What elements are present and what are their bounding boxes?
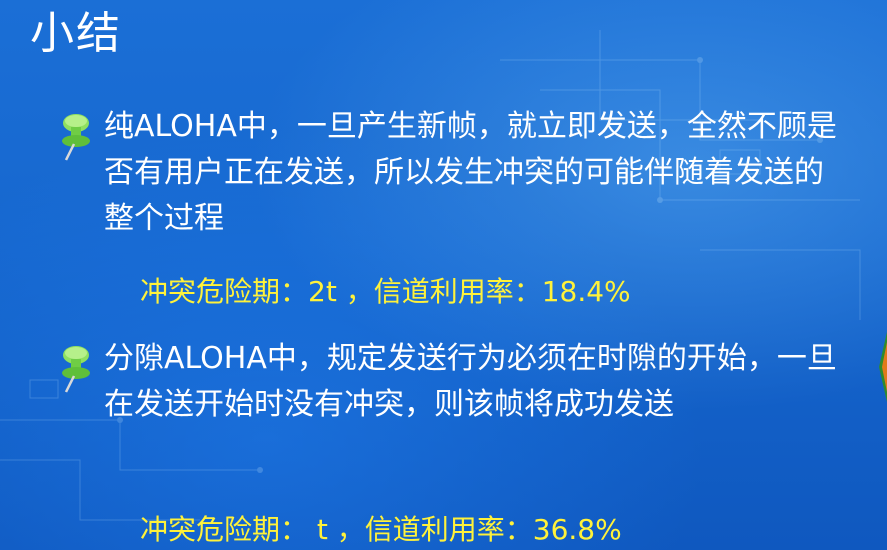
pushpin-icon — [62, 114, 90, 161]
slide-title: 小结 — [30, 8, 122, 59]
bullet-text: 分隙ALOHA中，规定发送行为必须在时隙的开始，一旦在发送开始时没有冲突，则该帧… — [104, 341, 837, 422]
pushpin-icon — [62, 346, 90, 393]
summary-slotted-aloha: 冲突危险期： t ，信道利用率：36.8% — [140, 513, 622, 546]
summary-pure-aloha: 冲突危险期：2t ，信道利用率：18.4% — [140, 275, 631, 308]
bullet-item-slotted-aloha: 分隙ALOHA中，规定发送行为必须在时隙的开始，一旦在发送开始时没有冲突，则该帧… — [52, 336, 842, 428]
bullet-text: 纯ALOHA中，一旦产生新帧，就立即发送，全然不顾是否有用户正在发送，所以发生冲… — [104, 109, 837, 236]
edge-decoration — [879, 332, 887, 402]
bullet-item-pure-aloha: 纯ALOHA中，一旦产生新帧，就立即发送，全然不顾是否有用户正在发送，所以发生冲… — [52, 104, 842, 242]
